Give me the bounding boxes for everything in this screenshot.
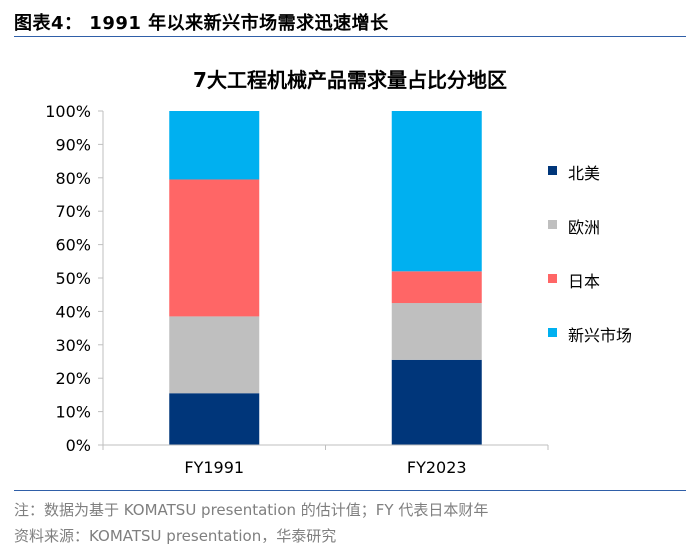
y-tick-label: 100%	[45, 102, 91, 121]
y-tick-label: 50%	[55, 269, 91, 288]
y-tick-label: 30%	[55, 336, 91, 355]
bar-segment	[391, 359, 482, 445]
legend-label: 北美	[568, 164, 601, 183]
bar-segment	[169, 111, 260, 180]
source-note: 资料来源：KOMATSU presentation，华泰研究	[14, 527, 337, 545]
y-tick-label: 90%	[55, 135, 91, 154]
figure-footer: 注：数据为基于 KOMATSU presentation 的估计值；FY 代表日…	[14, 490, 686, 549]
y-tick-label: 10%	[55, 403, 91, 422]
y-tick-label: 40%	[55, 302, 91, 321]
x-tick-label: FY1991	[184, 458, 244, 477]
legend-label: 欧洲	[568, 218, 601, 237]
y-tick-label: 80%	[55, 169, 91, 188]
bar-segment	[391, 303, 482, 360]
plot-area: 0% 10% 20% 30% 40% 50% 60% 70% 80% 90% 100% FY1991 F…	[45, 102, 549, 477]
y-tick-label: 20%	[55, 369, 91, 388]
y-tick-label: 0%	[66, 436, 91, 455]
bar-segment	[169, 316, 260, 394]
chart-title: 7大工程机械产品需求量占比分地区	[193, 68, 507, 92]
bar-segment	[169, 179, 260, 317]
bar-segment	[391, 111, 482, 272]
figure-title: 图表4： 1991 年以来新兴市场需求迅速增长	[14, 13, 389, 34]
footnote: 注：数据为基于 KOMATSU presentation 的估计值；FY 代表日…	[14, 501, 489, 519]
bar-segment	[169, 393, 260, 445]
legend-swatch	[548, 166, 557, 175]
stacked-bar-chart: 0% 10% 20% 30% 40% 50% 60% 70% 80% 90% 100% FY1991 F…	[45, 102, 549, 477]
figure-header: 图表4： 1991 年以来新兴市场需求迅速增长	[14, 4, 686, 37]
y-tick-label: 70%	[55, 202, 91, 221]
legend-swatch	[548, 220, 557, 229]
legend-swatch	[548, 328, 557, 337]
x-tick-label: FY2023	[407, 458, 467, 477]
bar-segment	[391, 271, 482, 304]
y-tick-label: 60%	[55, 236, 91, 255]
legend-label: 新兴市场	[568, 326, 633, 345]
legend-swatch	[548, 274, 557, 283]
legend-label: 日本	[568, 272, 601, 291]
